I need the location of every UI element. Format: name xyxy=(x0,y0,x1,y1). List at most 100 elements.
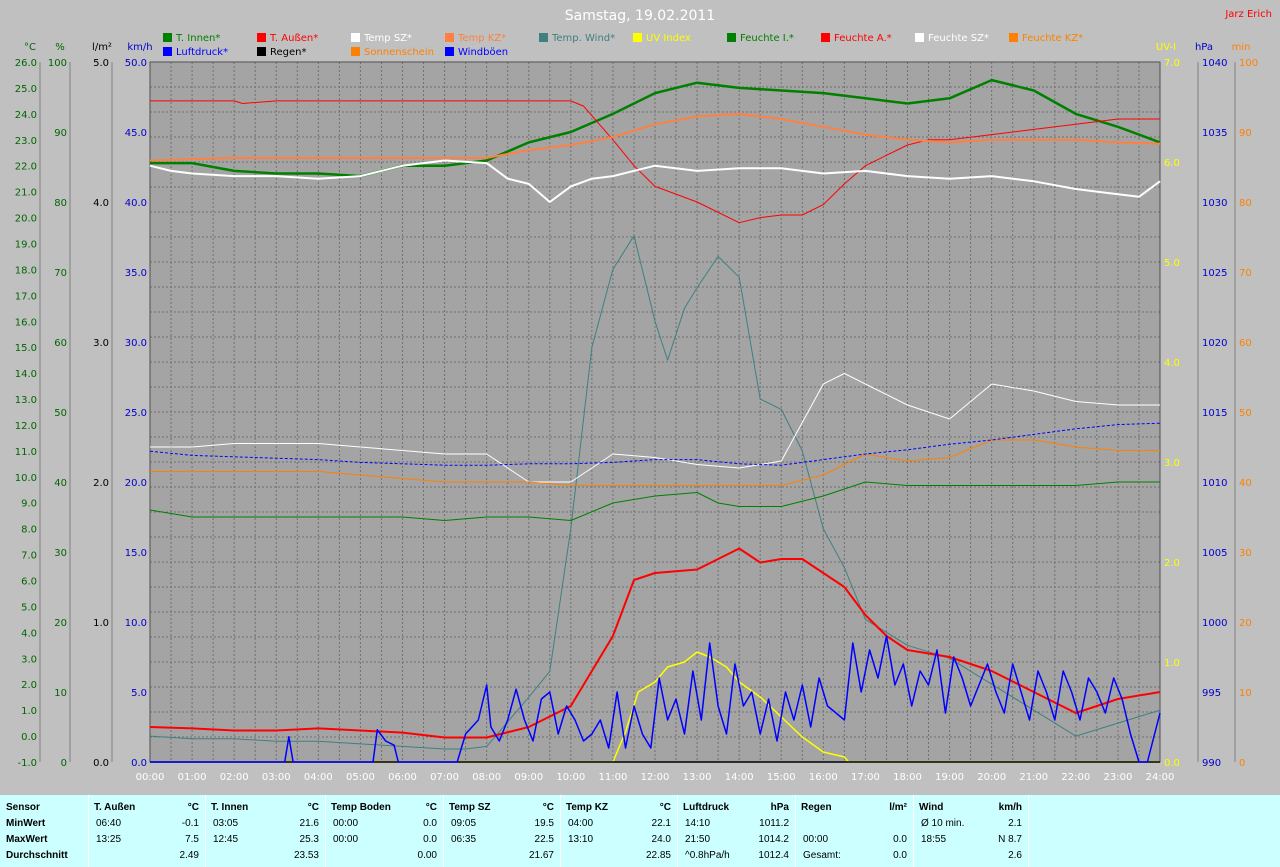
stats-header-label: Luftdruck xyxy=(683,802,730,813)
axis-tick-label: 0.0 xyxy=(93,758,109,769)
stats-header-label: T. Außen xyxy=(94,802,136,813)
axis-tick-label: 1005 xyxy=(1202,548,1227,559)
stats-value: 7.5 xyxy=(185,834,199,845)
axis-tick-label: 1010 xyxy=(1202,478,1227,489)
x-tick-label: 09:00 xyxy=(514,772,543,783)
author-label: Jarz Erich xyxy=(1224,9,1272,20)
axis-tick-label: 35.0 xyxy=(125,268,147,279)
axis-tick-label: 4.0 xyxy=(1164,358,1180,369)
stats-time: 04:00 xyxy=(568,818,594,829)
legend-swatch xyxy=(257,47,266,56)
stats-header: Regen l/m² xyxy=(795,800,913,816)
axis-tick-label: 3.0 xyxy=(21,654,37,665)
stats-header: T. Außen °C xyxy=(88,800,205,816)
axis-tick-label: 0.0 xyxy=(1164,758,1180,769)
legend-swatch xyxy=(351,47,360,56)
axis-tick-label: 1.0 xyxy=(21,706,37,717)
stats-time: 06:35 xyxy=(451,834,477,845)
stats-time: Ø 10 min. xyxy=(921,818,965,829)
stats-value: 19.5 xyxy=(534,818,554,829)
axis-unit-label: min xyxy=(1232,42,1251,53)
stats-row: 06:35 22.5 xyxy=(443,832,560,848)
series-line xyxy=(149,235,1161,750)
stats-row: MaxWert xyxy=(0,832,88,848)
stats-row: 12:45 25.3 xyxy=(205,832,325,848)
x-tick-label: 14:00 xyxy=(725,772,754,783)
x-tick-label: 00:00 xyxy=(136,772,165,783)
stats-value: 0.0 xyxy=(893,834,907,845)
stats-header: Sensor xyxy=(0,800,88,816)
axis-tick-label: 40.0 xyxy=(125,198,147,209)
legend-label: Feuchte KZ* xyxy=(1022,33,1083,44)
axis-tick-label: 3.0 xyxy=(93,338,109,349)
legend-label: Sonnenschein xyxy=(364,47,434,58)
legend-label: Temp KZ* xyxy=(457,33,506,44)
axis-tick-label: 26.0 xyxy=(15,58,37,69)
axis-tick-label: 7.0 xyxy=(1164,58,1180,69)
axis-tick-label: 50 xyxy=(54,408,67,419)
stats-value: 21.6 xyxy=(299,818,319,829)
stats-column: Temp Boden °C 00:00 0.0 00:00 0.0 0.00 xyxy=(325,795,444,867)
series-line xyxy=(149,112,1161,162)
axis-tick-label: 45.0 xyxy=(125,128,147,139)
legend-swatch xyxy=(915,33,924,42)
axis-tick-label: 40 xyxy=(54,478,67,489)
series-lines xyxy=(149,78,1161,763)
axis-tick-label: 30.0 xyxy=(125,338,147,349)
stats-header-label: Temp Boden xyxy=(331,802,391,813)
legend-label: UV Index xyxy=(646,33,691,44)
axis-unit-label: hPa xyxy=(1195,42,1213,53)
stats-header-unit: °C xyxy=(542,802,554,813)
x-tick-label: 04:00 xyxy=(304,772,333,783)
stats-value: 1011.2 xyxy=(759,818,789,829)
stats-value: 1012.4 xyxy=(758,850,789,861)
axis-tick-label: 5.0 xyxy=(93,58,109,69)
stats-value: 22.85 xyxy=(645,850,671,861)
series-line xyxy=(150,651,1160,763)
stats-header-unit: km/h xyxy=(998,802,1022,813)
axis-tick-label: 10.0 xyxy=(15,473,37,484)
axis-tick-label: 15.0 xyxy=(125,548,147,559)
axis-tick-label: 80 xyxy=(1239,198,1252,209)
stats-row: 06:40 -0.1 xyxy=(88,816,205,832)
axis-tick-label: 0 xyxy=(1239,758,1245,769)
stats-value: 23.53 xyxy=(293,850,319,861)
series-line xyxy=(149,547,1161,739)
axis-tick-label: 25.0 xyxy=(15,84,37,95)
stats-value: 22.5 xyxy=(534,834,554,845)
stats-value: 2.1 xyxy=(1008,818,1022,829)
x-tick-label: 18:00 xyxy=(893,772,922,783)
legend-label: Feuchte A.* xyxy=(834,33,892,44)
legend-label: T. Innen* xyxy=(175,33,220,44)
axis-tick-label: 1.0 xyxy=(1164,658,1180,669)
legend-label: T. Außen* xyxy=(269,33,318,44)
legend-swatch xyxy=(539,33,548,42)
stats-row: 13:10 24.0 xyxy=(560,832,677,848)
series-line xyxy=(150,100,1160,224)
axis-tick-label: 40 xyxy=(1239,478,1252,489)
axis-tick-label: 4.0 xyxy=(21,628,37,639)
x-tick-label: 05:00 xyxy=(346,772,375,783)
x-tick-label: 24:00 xyxy=(1146,772,1175,783)
x-tick-label: 01:00 xyxy=(178,772,207,783)
stats-time: 00:00 xyxy=(333,818,359,829)
axis-tick-label: 24.0 xyxy=(15,110,37,121)
legend-swatch xyxy=(257,33,266,42)
legend-label: Temp SZ* xyxy=(363,33,412,44)
axis-tick-label: 19.0 xyxy=(15,239,37,250)
axis-tick-label: 20 xyxy=(54,618,67,629)
legend-swatch xyxy=(163,33,172,42)
legend-label: Windböen xyxy=(458,47,508,58)
axis-tick-label: 20.0 xyxy=(125,478,147,489)
axis-tick-label: 60 xyxy=(54,338,67,349)
legend-swatch xyxy=(445,33,454,42)
axis-tick-label: 1.0 xyxy=(93,618,109,629)
legend-swatch xyxy=(727,33,736,42)
axis-tick-label: 18.0 xyxy=(15,265,37,276)
axis-tick-label: 0.0 xyxy=(21,732,37,743)
axis-tick-label: 5.0 xyxy=(21,602,37,613)
axis-tick-label: 1000 xyxy=(1202,618,1227,629)
axis-tick-label: 25.0 xyxy=(125,408,147,419)
axis-tick-label: 2.0 xyxy=(21,680,37,691)
stats-header-unit: l/m² xyxy=(889,802,907,813)
